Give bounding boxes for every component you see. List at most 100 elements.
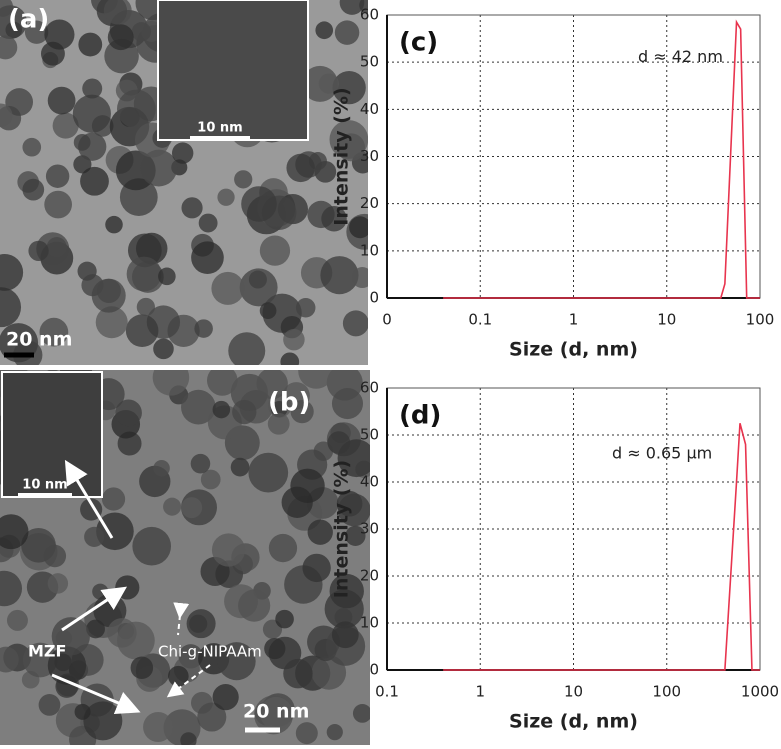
particle [334,608,353,626]
particle [143,712,174,742]
particle [153,460,170,477]
particle [54,653,72,672]
particle [96,512,134,551]
particle [264,637,286,660]
x-tick-label: 1 [569,311,579,329]
particle [181,197,203,219]
x-tick-label: 0 [382,311,392,329]
particle [295,298,316,318]
particle [315,21,334,40]
particle [0,103,13,128]
particle [38,694,61,716]
y-axis-label: Intensity (%) [331,460,353,598]
particle [103,0,132,25]
annotation: d ≈ 42 nm [638,47,723,66]
particle [232,399,257,425]
y-tick-label: 30 [360,147,379,165]
particle [339,0,365,15]
particle [167,665,189,687]
y-tick-label: 40 [360,473,379,491]
tem-image-b [0,370,370,745]
particle [55,629,73,647]
x-tick-label: 0.1 [375,683,399,701]
particle [86,619,105,639]
particle [211,271,245,305]
particle [270,400,288,418]
particle [191,241,224,274]
particle [105,215,123,234]
particle [83,701,123,741]
particle [212,400,231,419]
particle [126,256,162,292]
particle [217,188,235,206]
particle [52,112,79,139]
particle [295,722,318,745]
particle [321,205,347,232]
particle [153,338,174,360]
particle [259,302,277,319]
particle [318,73,339,94]
particle [73,155,92,174]
particle [163,497,182,516]
particle [275,609,294,629]
particle [194,319,213,338]
particle [171,142,194,164]
arrow [51,673,141,715]
x-axis-label: Size (d, nm) [509,711,638,733]
x-tick-label: 100 [746,311,775,329]
inset-scale-label: 10 nm [197,121,242,136]
particle [217,642,256,681]
y-tick-label: 0 [369,661,379,679]
particle [28,240,49,261]
panel-label: (d) [399,401,441,431]
particle [290,468,325,503]
particle [0,254,24,291]
x-tick-label: 1000 [741,683,779,701]
scale-label: 20 nm [243,701,309,723]
particle [82,78,103,99]
particle [158,267,176,286]
particle [0,35,18,60]
particle [334,20,360,45]
particle [24,20,49,44]
size-distribution-line [443,19,760,299]
y-axis-label: Intensity (%) [331,87,353,225]
particle [283,658,313,689]
particle [73,133,91,151]
panel-label: (b) [268,388,310,418]
y-tick-label: 40 [360,100,379,118]
particle [186,609,216,639]
particle [197,702,227,732]
arrow [61,586,127,632]
particle [101,487,126,511]
arrow-label: MZF [28,642,66,661]
particle [238,589,271,622]
particle [44,190,72,219]
particle [198,213,218,233]
particle [286,153,315,183]
particle [248,270,267,289]
particle [181,389,216,425]
particle [256,370,288,400]
y-tick-label: 20 [360,194,379,212]
inset-a [157,0,309,141]
particle [95,306,128,339]
particle [131,22,152,42]
x-tick-label: 0.1 [468,311,492,329]
particle [190,453,211,474]
particle [125,314,159,347]
particle [352,703,370,723]
scale-label: 20 nm [6,329,72,351]
particle [359,0,368,14]
particle [332,70,366,105]
y-tick-label: 60 [360,6,379,24]
particle [259,696,293,730]
particle [39,317,69,347]
particle [280,352,300,365]
particle [107,24,134,51]
particle [283,328,305,351]
dashed-arrow [173,602,190,636]
x-axis-label: Size (d, nm) [509,339,638,361]
particle [22,137,42,157]
